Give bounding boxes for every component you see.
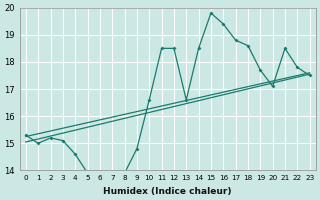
X-axis label: Humidex (Indice chaleur): Humidex (Indice chaleur) bbox=[103, 187, 232, 196]
